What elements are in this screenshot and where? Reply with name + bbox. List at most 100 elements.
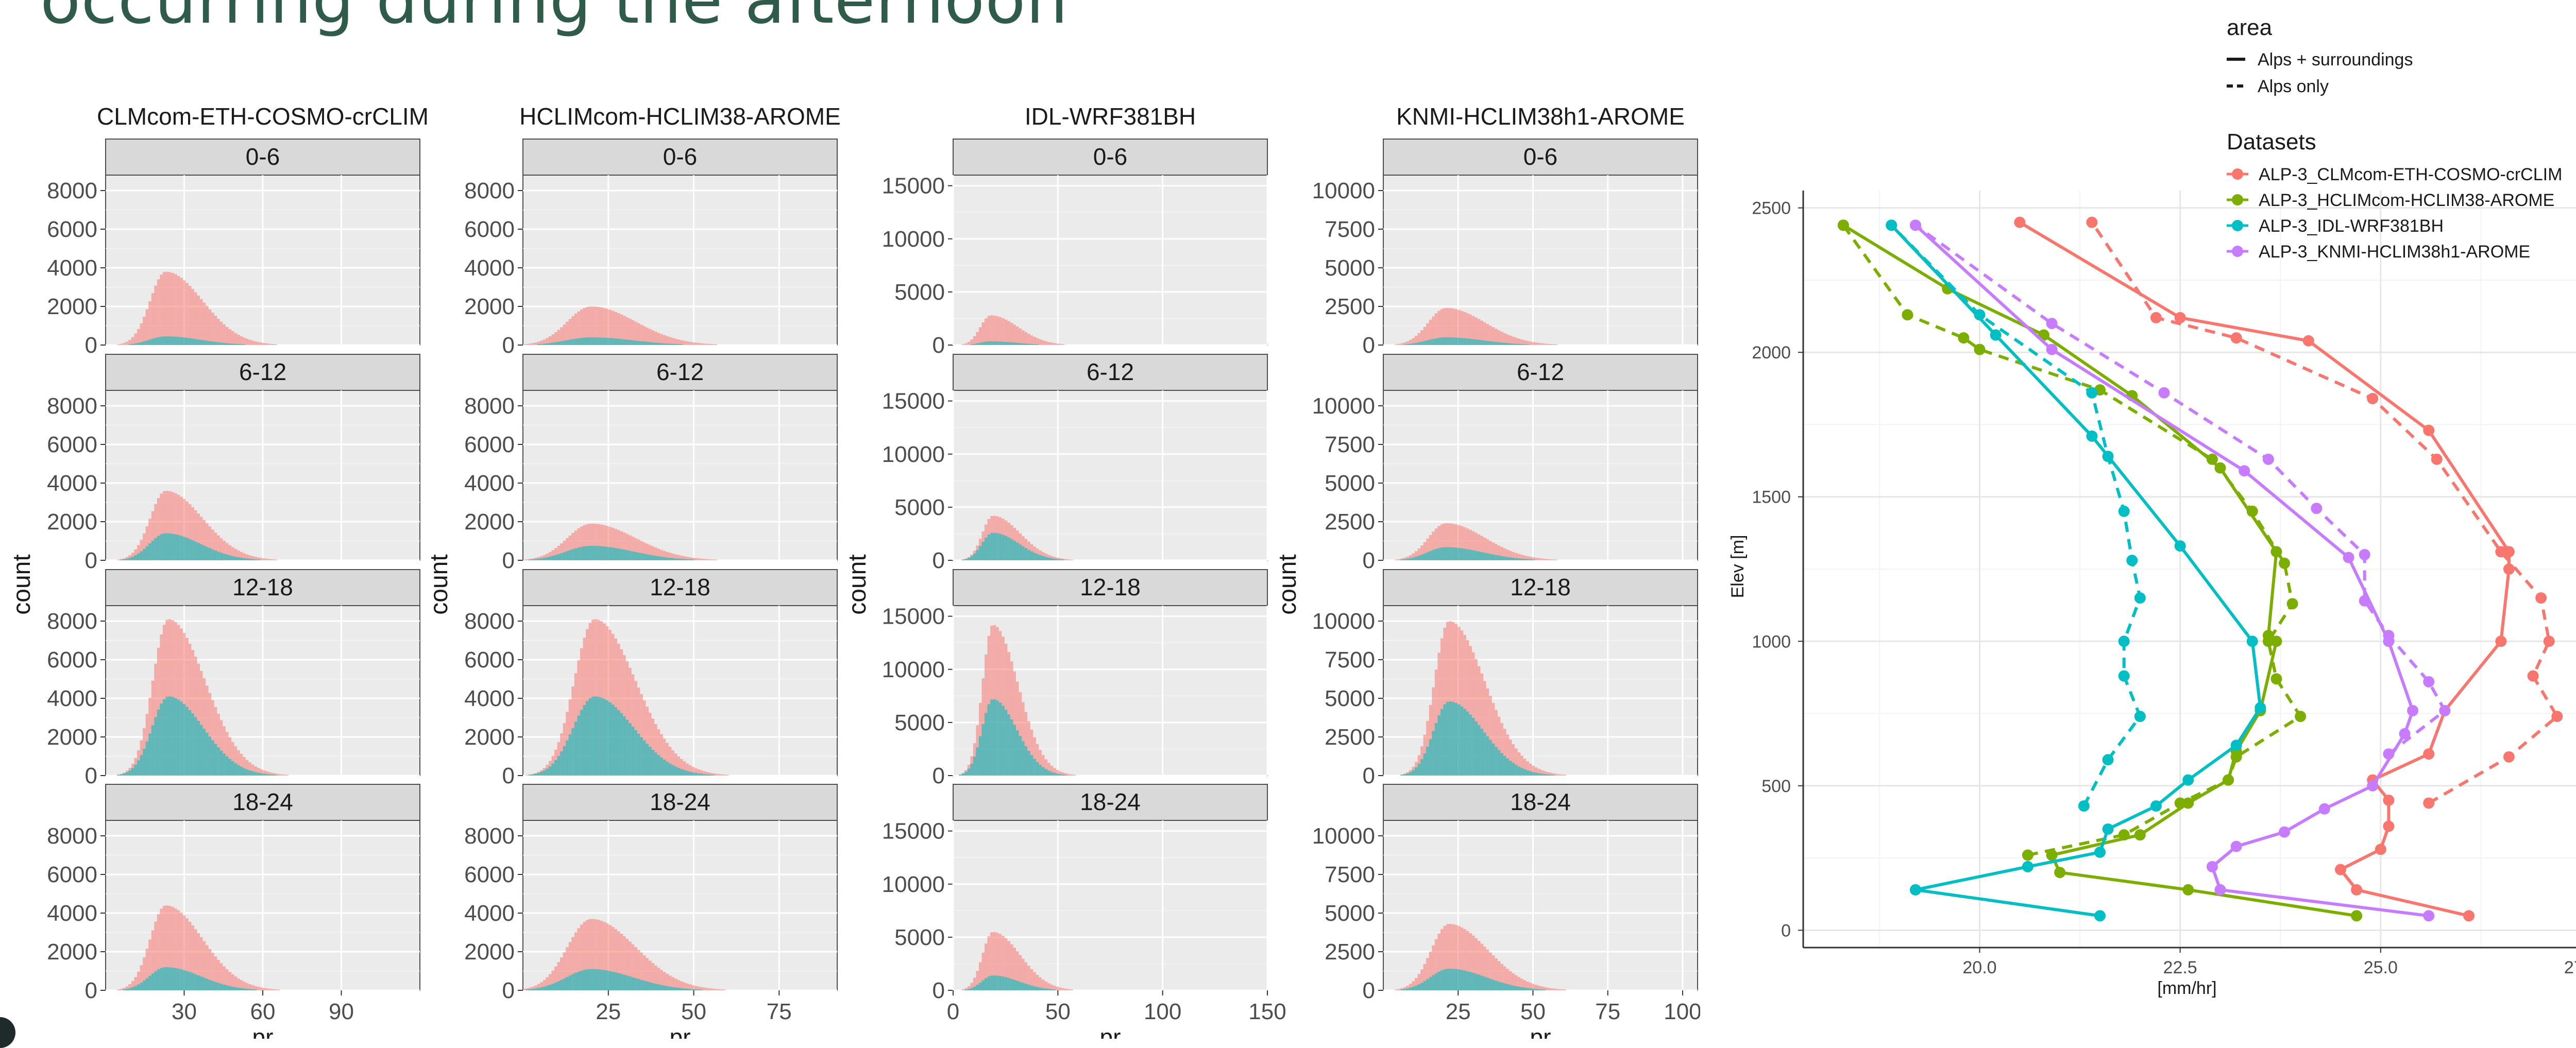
bar-alps-only (1420, 759, 1423, 776)
bar-all-regions (151, 293, 155, 345)
bar-all-regions (168, 272, 172, 345)
bar-alps-only (1024, 343, 1028, 345)
bar-all-regions (1061, 772, 1065, 776)
bar-all-regions (594, 919, 598, 990)
bar-all-regions (1460, 311, 1464, 345)
bar-all-regions (680, 759, 683, 776)
series-point (2102, 754, 2114, 766)
bar-all-regions (634, 947, 637, 990)
bar-alps-only (554, 342, 557, 345)
bar-alps-only (1509, 343, 1512, 345)
bar-all-regions (1434, 528, 1438, 560)
bar-alps-only (1489, 341, 1492, 345)
bar-all-regions (1537, 768, 1540, 776)
bar-all-regions (1483, 947, 1486, 990)
bar-all-regions (1064, 773, 1067, 776)
bar-alps-only (1004, 710, 1008, 776)
bar-all-regions (243, 982, 246, 990)
bar-all-regions (245, 760, 249, 776)
bar-alps-only (629, 340, 632, 345)
bar-all-regions (231, 742, 234, 776)
bar-all-regions (574, 530, 578, 560)
bar-all-regions (577, 528, 580, 560)
bar-all-regions (671, 977, 674, 990)
bar-all-regions (1406, 341, 1409, 345)
bar-all-regions (1532, 557, 1535, 560)
series-point (2311, 503, 2323, 514)
x-tick-label: 90 (329, 999, 354, 1024)
series-point (2262, 635, 2274, 647)
bar-alps-only (1460, 338, 1464, 345)
bar-alps-only (1056, 559, 1059, 560)
bar-alps-only (177, 337, 180, 345)
bar-alps-only (531, 989, 535, 990)
bar-alps-only (1469, 549, 1472, 560)
series-point (2407, 705, 2419, 716)
bar-all-regions (629, 941, 632, 990)
bar-alps-only (557, 981, 561, 990)
y-tick-label: 2500 (1325, 725, 1375, 750)
bar-all-regions (257, 557, 260, 560)
series-point (2535, 592, 2547, 604)
bar-all-regions (263, 343, 266, 345)
bar-all-regions (214, 956, 217, 990)
bar-alps-only (976, 747, 979, 776)
bar-all-regions (1067, 559, 1071, 560)
bar-alps-only (217, 552, 220, 560)
bar-all-regions (657, 333, 660, 345)
bar-alps-only (182, 537, 186, 560)
bar-alps-only (168, 533, 172, 560)
bar-all-regions (608, 526, 612, 560)
bar-all-regions (1526, 556, 1529, 560)
bar-alps-only (1478, 974, 1481, 990)
bar-all-regions (1406, 556, 1409, 560)
y-tick-label: 6000 (464, 647, 515, 673)
bar-alps-only (134, 555, 137, 560)
bar-alps-only (143, 980, 146, 990)
bar-alps-only (1506, 984, 1509, 990)
bar-all-regions (254, 986, 257, 990)
bar-alps-only (180, 701, 183, 776)
bar-alps-only (194, 717, 197, 776)
bar-all-regions (1486, 324, 1489, 345)
bar-alps-only (160, 534, 163, 560)
bar-alps-only (651, 749, 655, 776)
bar-alps-only (1506, 343, 1509, 345)
bar-alps-only (1489, 978, 1492, 990)
bar-all-regions (162, 905, 166, 990)
facet-strip-label: 12-18 (650, 574, 710, 600)
y-tick-label: 8000 (464, 609, 515, 634)
series-point (1902, 309, 1913, 321)
bar-alps-only (1426, 340, 1429, 345)
bar-alps-only (708, 775, 711, 776)
facet-strip-label: 6-12 (656, 358, 704, 385)
bar-all-regions (711, 773, 715, 776)
bar-all-regions (1471, 935, 1475, 990)
bar-all-regions (563, 541, 566, 560)
bar-all-regions (603, 922, 606, 990)
bar-all-regions (714, 774, 718, 776)
bar-alps-only (1500, 982, 1503, 990)
bar-alps-only (1463, 548, 1466, 560)
bar-alps-only (688, 559, 692, 560)
bar-all-regions (623, 532, 626, 560)
bar-all-regions (1426, 958, 1429, 990)
bar-all-regions (574, 932, 578, 990)
bar-alps-only (1041, 556, 1045, 560)
bar-all-regions (1061, 988, 1065, 990)
bar-alps-only (1432, 975, 1435, 990)
bar-all-regions (981, 322, 985, 345)
bar-alps-only (1016, 342, 1019, 345)
series-point (1958, 332, 1970, 344)
bar-all-regions (967, 341, 971, 345)
bar-alps-only (1434, 548, 1438, 560)
bar-alps-only (197, 720, 200, 776)
bar-all-regions (686, 763, 689, 776)
bar-alps-only (996, 700, 999, 776)
bar-alps-only (586, 546, 589, 560)
bar-alps-only (640, 980, 643, 990)
bar-all-regions (1056, 987, 1059, 990)
bar-all-regions (1443, 925, 1446, 990)
bar-all-regions (1497, 961, 1501, 990)
bar-all-regions (231, 331, 234, 345)
